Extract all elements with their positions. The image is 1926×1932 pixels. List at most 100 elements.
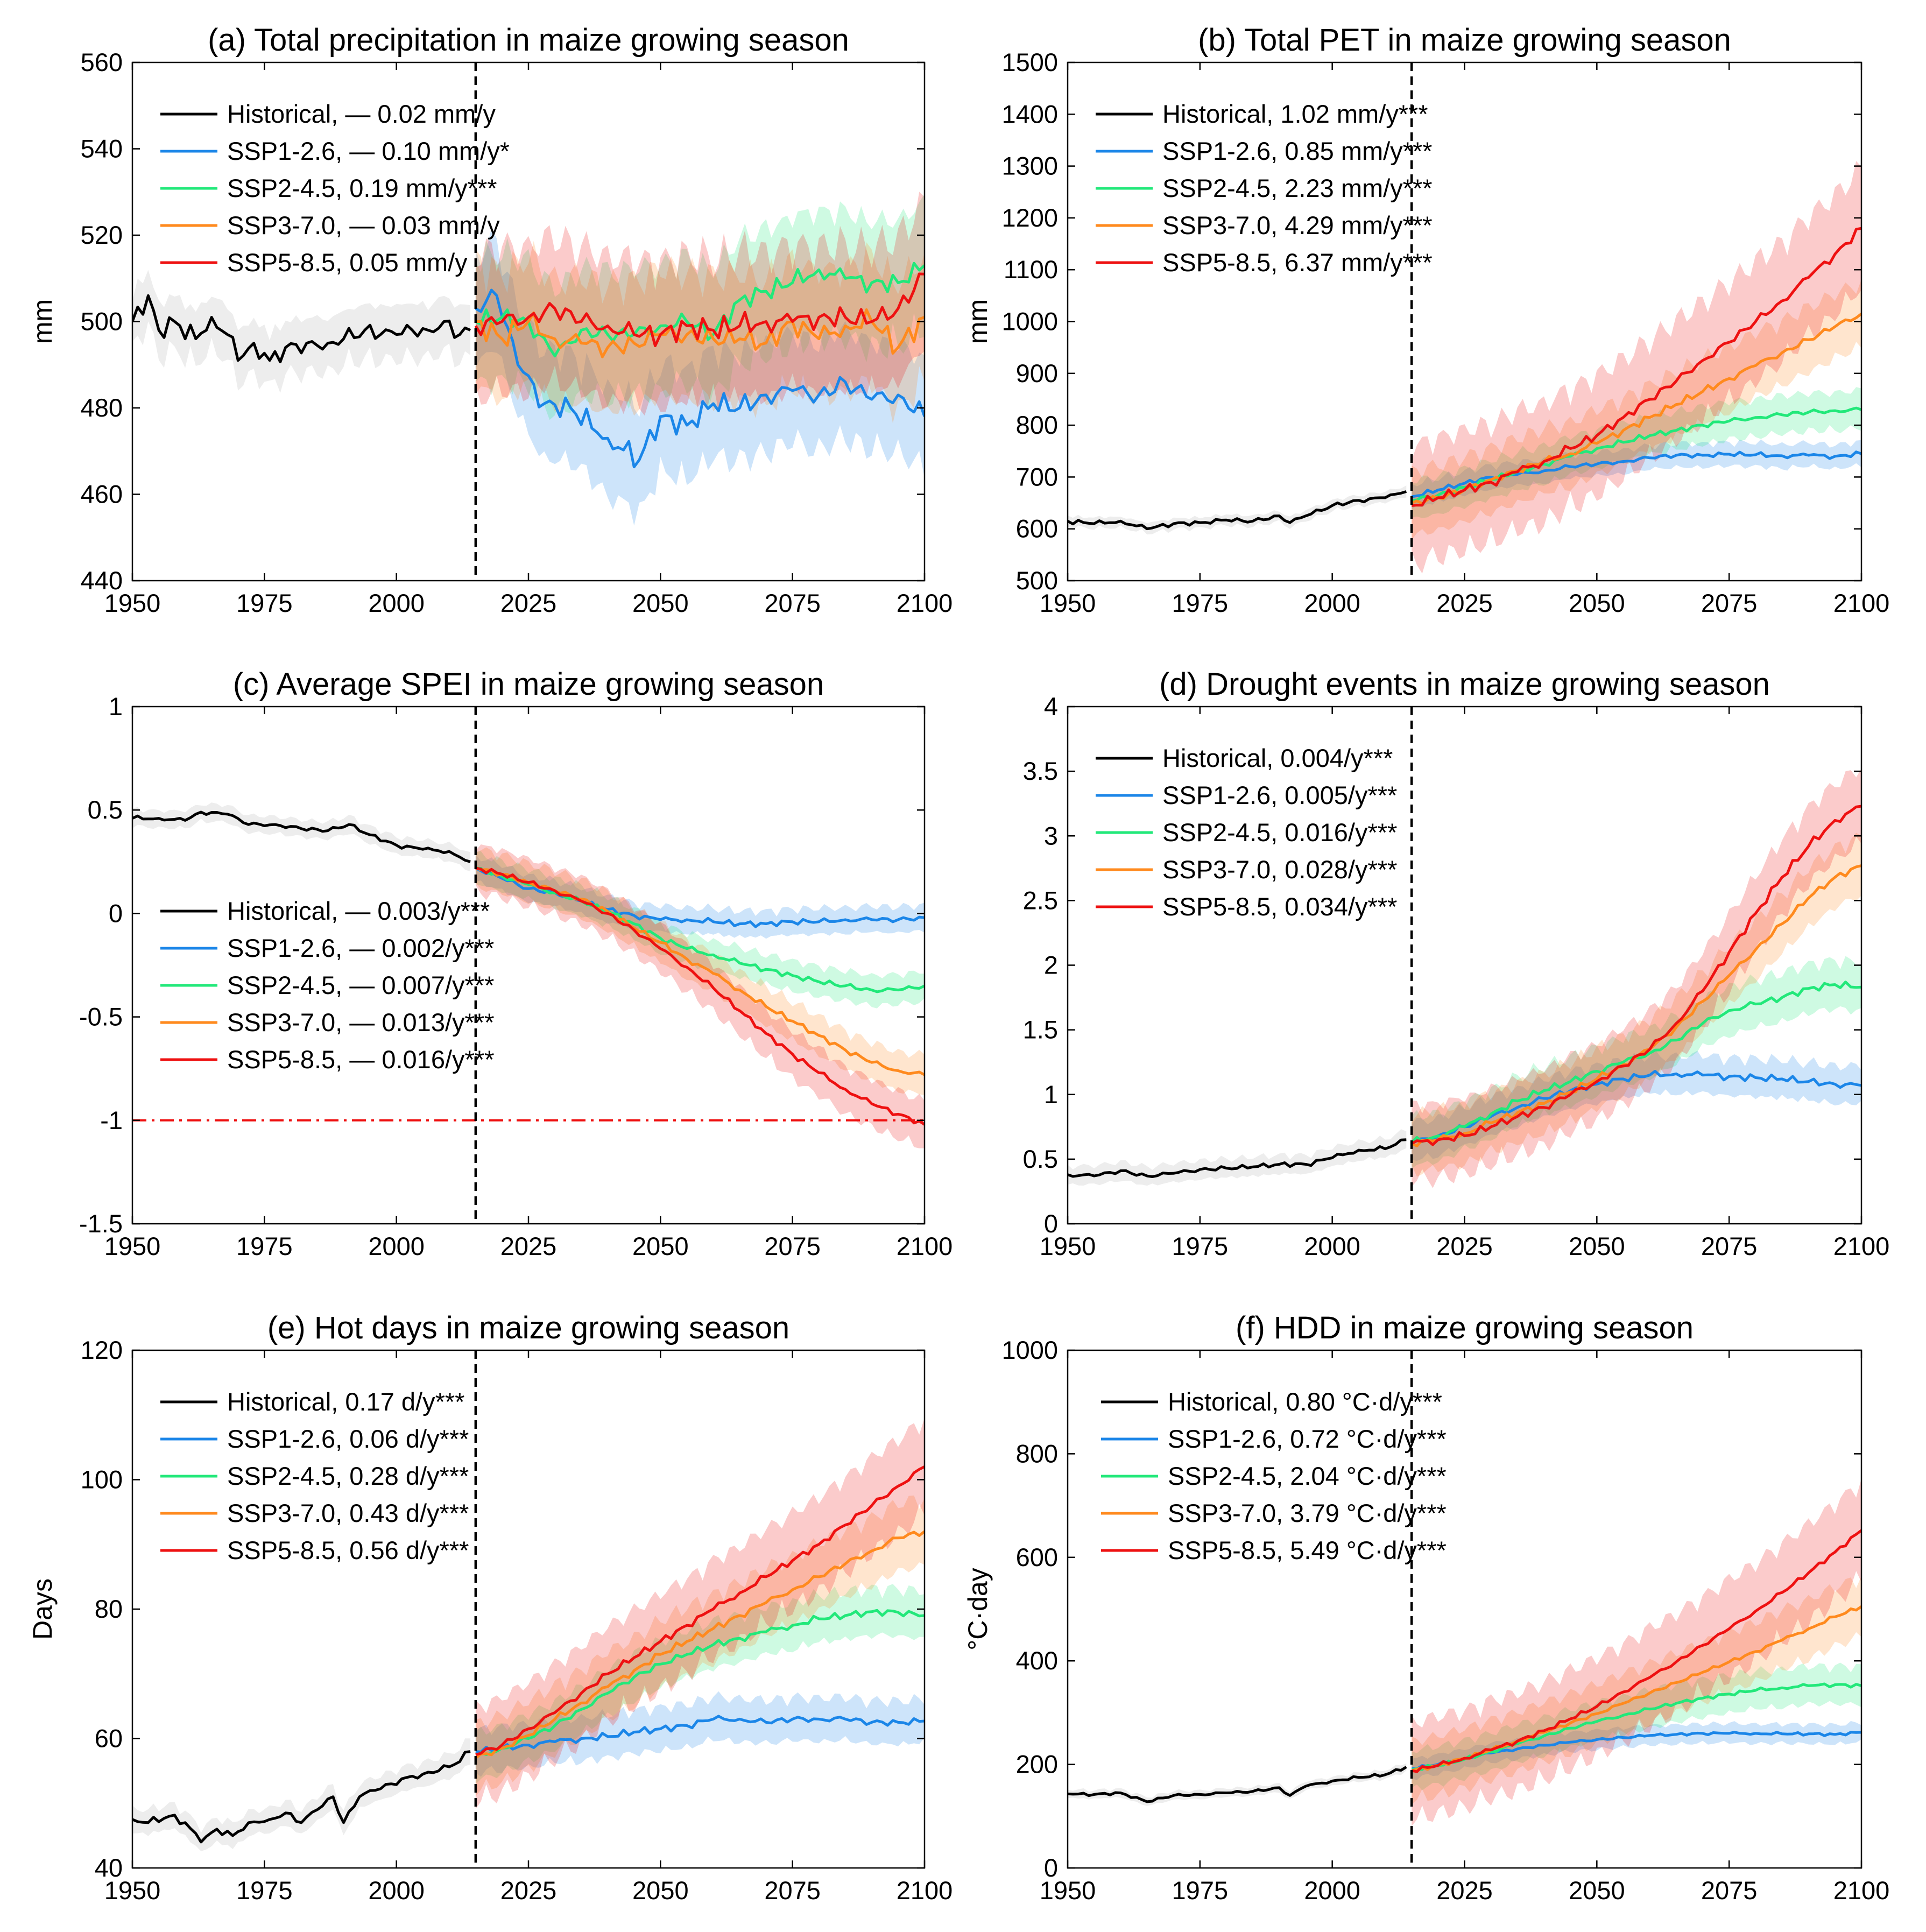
legend-label-b-ssp3-7.0: SSP3-7.0, 4.29 mm/y***: [1162, 211, 1433, 239]
legend-label-b-ssp2-4.5: SSP2-4.5, 2.23 mm/y***: [1162, 174, 1433, 202]
y-tick-label-d: 3: [1044, 821, 1058, 850]
legend-label-c-ssp5-8.5: SSP5-8.5, — 0.016/y***: [227, 1045, 494, 1074]
x-tick-label-e: 1950: [104, 1876, 161, 1905]
x-tick-label-c: 2025: [500, 1232, 557, 1260]
y-tick-label-a: 560: [81, 48, 123, 76]
y-tick-label-c: 0: [109, 899, 123, 927]
band-e-historical: [132, 1738, 471, 1851]
x-tick-label-c: 1950: [104, 1232, 161, 1260]
x-tick-label-e: 1975: [236, 1876, 293, 1905]
legend-label-a-ssp2-4.5: SSP2-4.5, 0.19 mm/y***: [227, 174, 497, 202]
band-c-ssp5-8.5: [475, 844, 925, 1148]
x-tick-label-d: 2075: [1701, 1232, 1758, 1260]
y-tick-label-d: 3.5: [1023, 757, 1058, 785]
series-line-a-ssp5-8.5: [474, 272, 925, 348]
y-tick-label-e: 80: [95, 1595, 123, 1623]
y-tick-label-f: 800: [1016, 1439, 1058, 1468]
y-tick-label-c: -1.5: [79, 1209, 123, 1238]
legend-label-a-historical: Historical, — 0.02 mm/y: [227, 100, 496, 128]
legend-label-c-ssp3-7.0: SSP3-7.0, — 0.013/y***: [227, 1008, 494, 1036]
x-tick-label-b: 2025: [1436, 589, 1493, 617]
plot-area-a: [132, 192, 925, 526]
y-tick-label-b: 1100: [1004, 255, 1058, 284]
x-tick-label-a: 2075: [764, 589, 821, 617]
x-tick-label-d: 1975: [1172, 1232, 1229, 1260]
x-tick-label-b: 2100: [1833, 589, 1890, 617]
y-tick-label-a: 500: [81, 307, 123, 336]
legend-label-f-ssp5-8.5: SSP5-8.5, 5.49 °C·d/y***: [1168, 1536, 1447, 1564]
panel-e: 1950 1975 2000 2025 2050 2075 2100 40 60 80 100 120…: [27, 1310, 953, 1905]
band-e-ssp3-7.0: [475, 1495, 925, 1797]
band-a-historical: [132, 270, 471, 393]
x-tick-label-f: 2050: [1569, 1876, 1625, 1905]
y-tick-label-a: 520: [81, 221, 123, 249]
y-tick-label-b: 1300: [1001, 152, 1058, 180]
series-line-a-historical: [132, 294, 471, 363]
x-tick-label-a: 1950: [104, 589, 161, 617]
series-line-e-ssp1-2.6: [475, 1715, 925, 1753]
series-line-e-ssp5-8.5: [475, 1465, 925, 1757]
y-tick-label-e: 40: [95, 1853, 123, 1882]
series-line-a-ssp1-2.6: [475, 288, 925, 469]
y-axis-label-a: mm: [27, 299, 58, 344]
chart-title-f: (f) HDD in maize growing season: [1236, 1310, 1694, 1345]
legend-label-e-ssp2-4.5: SSP2-4.5, 0.28 d/y***: [227, 1462, 469, 1490]
x-tick-label-a: 2050: [632, 589, 689, 617]
x-tick-label-f: 2025: [1436, 1876, 1493, 1905]
series-line-b-historical: [1068, 490, 1407, 531]
series-line-c-ssp5-8.5: [475, 866, 925, 1126]
band-d-ssp5-8.5: [1412, 768, 1861, 1188]
y-tick-label-b: 1500: [1001, 48, 1058, 76]
chart-title-b: (b) Total PET in maize growing season: [1198, 23, 1731, 58]
x-tick-label-b: 2075: [1701, 589, 1758, 617]
band-a-ssp5-8.5: [475, 192, 925, 416]
series-line-d-historical: [1068, 1138, 1407, 1178]
y-tick-label-d: 2: [1044, 951, 1058, 979]
legend-label-f-ssp1-2.6: SSP1-2.6, 0.72 °C·d/y***: [1168, 1425, 1447, 1453]
band-f-ssp1-2.6: [1412, 1721, 1861, 1780]
y-tick-label-e: 120: [81, 1336, 123, 1364]
band-f-ssp2-4.5: [1412, 1662, 1861, 1790]
y-tick-label-b: 1200: [1001, 203, 1058, 232]
y-tick-label-b: 800: [1016, 411, 1058, 439]
x-tick-label-e: 2075: [764, 1876, 821, 1905]
band-a-ssp1-2.6: [475, 228, 925, 526]
legend-label-f-historical: Historical, 0.80 °C·d/y***: [1168, 1387, 1442, 1416]
x-tick-label-a: 2100: [897, 589, 953, 617]
y-axis-label-e: Days: [27, 1578, 58, 1640]
series-line-c-ssp1-2.6: [475, 866, 925, 928]
y-tick-label-c: -1: [100, 1106, 123, 1134]
band-b-ssp1-2.6: [1412, 439, 1861, 510]
x-tick-label-d: 2050: [1569, 1232, 1625, 1260]
chart-title-a: (a) Total precipitation in maize growing…: [208, 23, 849, 58]
chart-title-d: (d) Drought events in maize growing seas…: [1159, 667, 1770, 702]
x-tick-label-d: 2000: [1304, 1232, 1360, 1260]
x-tick-label-b: 1975: [1172, 589, 1229, 617]
y-tick-label-d: 2.5: [1023, 886, 1058, 914]
series-line-f-ssp5-8.5: [1411, 1529, 1861, 1773]
series-line-e-ssp2-4.5: [475, 1609, 925, 1759]
x-tick-label-e: 2000: [368, 1876, 425, 1905]
band-d-ssp3-7.0: [1412, 833, 1861, 1177]
series-line-e-ssp3-7.0: [475, 1530, 925, 1759]
series-line-c-ssp2-4.5: [475, 866, 925, 993]
x-tick-label-f: 2100: [1833, 1876, 1890, 1905]
y-tick-label-c: -0.5: [79, 1003, 123, 1031]
series-line-a-ssp3-7.0: [475, 308, 925, 358]
x-tick-label-f: 1950: [1040, 1876, 1096, 1905]
y-axis-label-b: mm: [963, 299, 993, 344]
x-tick-label-a: 1975: [236, 589, 293, 617]
plot-area-b: [1068, 161, 1861, 574]
y-tick-label-d: 0: [1044, 1209, 1058, 1238]
y-tick-label-f: 1000: [1001, 1336, 1058, 1364]
series-line-d-ssp5-8.5: [1411, 805, 1861, 1146]
x-tick-label-d: 1950: [1040, 1232, 1096, 1260]
y-tick-label-f: 200: [1016, 1750, 1058, 1779]
plot-area-f: [1068, 1478, 1861, 1827]
panel-a: 1950 1975 2000 2025 2050 2075 2100 440 460 480 500…: [27, 23, 953, 617]
legend-label-d-ssp1-2.6: SSP1-2.6, 0.005/y***: [1162, 781, 1397, 809]
y-tick-label-f: 400: [1016, 1646, 1058, 1675]
y-tick-label-e: 100: [81, 1465, 123, 1494]
band-d-ssp2-4.5: [1412, 956, 1861, 1169]
legend-label-c-ssp1-2.6: SSP1-2.6, — 0.002/y***: [227, 934, 494, 962]
